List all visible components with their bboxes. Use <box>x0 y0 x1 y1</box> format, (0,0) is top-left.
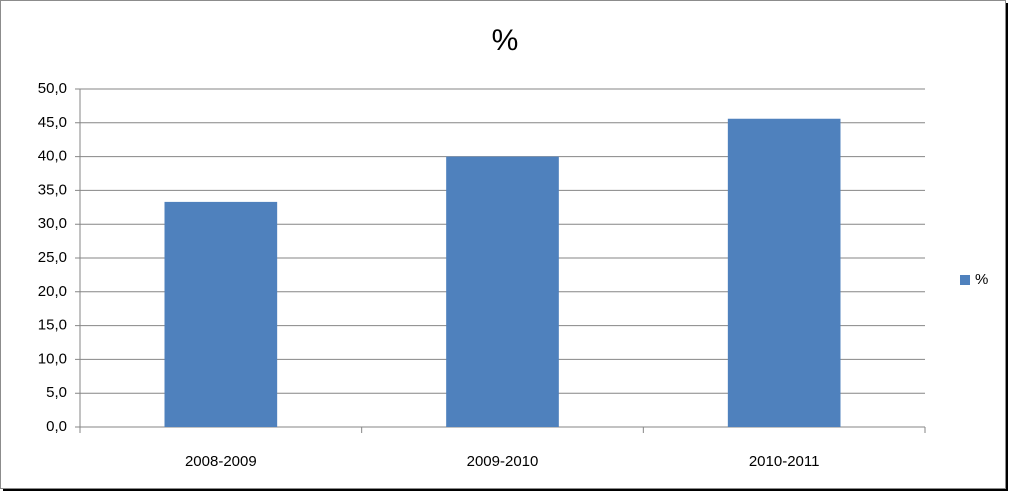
legend-swatch <box>960 275 970 285</box>
bar <box>164 201 278 427</box>
bar <box>727 118 841 427</box>
y-tick-label: 30,0 <box>38 215 67 232</box>
y-tick-label: 15,0 <box>38 317 67 334</box>
y-tick-label: 20,0 <box>38 283 67 300</box>
bar <box>446 156 559 427</box>
y-tick-label: 0,0 <box>46 418 67 435</box>
x-tick-label: 2009-2010 <box>467 453 539 470</box>
legend-label: % <box>975 271 988 288</box>
y-tick-label: 50,0 <box>38 80 67 97</box>
y-tick-label: 5,0 <box>46 384 67 401</box>
y-tick-label: 45,0 <box>38 114 67 131</box>
y-tick-label: 10,0 <box>38 350 67 367</box>
y-tick-label: 35,0 <box>38 181 67 198</box>
y-tick-label: 25,0 <box>38 249 67 266</box>
y-tick-label: 40,0 <box>38 148 67 165</box>
x-tick-label: 2008-2009 <box>185 453 257 470</box>
chart-title: % <box>492 24 519 57</box>
x-tick-label: 2010-2011 <box>749 453 820 470</box>
